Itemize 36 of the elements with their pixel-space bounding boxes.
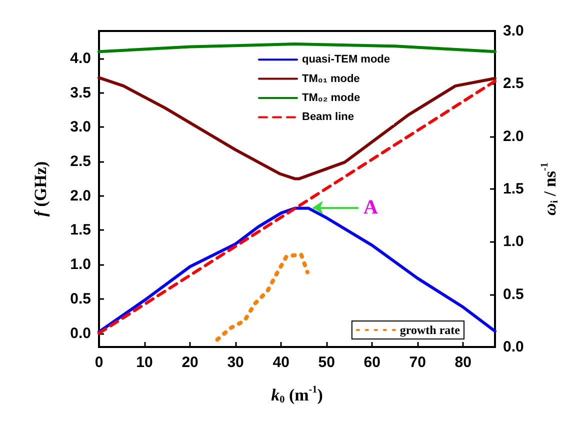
x-tick-label: 50 bbox=[318, 354, 335, 371]
line-series bbox=[98, 76, 496, 180]
y2-tick-label: 0.0 bbox=[503, 338, 524, 356]
line-series bbox=[215, 252, 310, 342]
y-tick-label: 4.0 bbox=[70, 50, 91, 67]
y-tick-label: 0.0 bbox=[70, 324, 91, 342]
y-tick-label: 2.0 bbox=[70, 187, 91, 204]
x-tick-label: 10 bbox=[136, 354, 153, 371]
y2-tick-label: 0.5 bbox=[503, 286, 524, 303]
y-tick-label: 1.5 bbox=[70, 222, 91, 239]
line-series bbox=[98, 42, 496, 54]
y2-axis-title: ωi / ns-1 bbox=[540, 162, 561, 216]
y-tick-label: 0.5 bbox=[70, 290, 91, 308]
x-tick-label: 40 bbox=[272, 354, 290, 371]
y-axis-title: f (GHz) bbox=[31, 161, 50, 217]
annotation: A bbox=[363, 196, 378, 219]
y2-tick-label: 3.0 bbox=[503, 22, 524, 40]
y-tick-label: 3.0 bbox=[70, 118, 91, 136]
y-tick-label: 3.5 bbox=[70, 84, 91, 102]
x-tick-label: 80 bbox=[454, 354, 472, 371]
y2-tick-label: 2.0 bbox=[503, 128, 524, 145]
x-tick-label: 30 bbox=[227, 354, 244, 371]
y2-tick-label: 1.0 bbox=[503, 233, 524, 250]
x-tick-label: 70 bbox=[409, 354, 426, 371]
y2-tick-label: 1.5 bbox=[503, 180, 524, 198]
legend-label: Beam line bbox=[302, 111, 354, 124]
x-tick-label: 20 bbox=[182, 354, 198, 371]
x-tick-label: 60 bbox=[364, 354, 380, 371]
legend-label: growth rate bbox=[400, 323, 461, 337]
y2-tick-label: 2.5 bbox=[503, 75, 524, 92]
legend-label: TM₀₁ mode bbox=[302, 72, 360, 85]
legend-label: TM₀₂ mode bbox=[302, 92, 360, 104]
legend-label: quasi-TEM mode bbox=[302, 54, 390, 66]
y-tick-label: 1.0 bbox=[70, 256, 91, 274]
x-tick-label: 0 bbox=[94, 354, 104, 371]
y-tick-label: 2.5 bbox=[70, 153, 91, 170]
